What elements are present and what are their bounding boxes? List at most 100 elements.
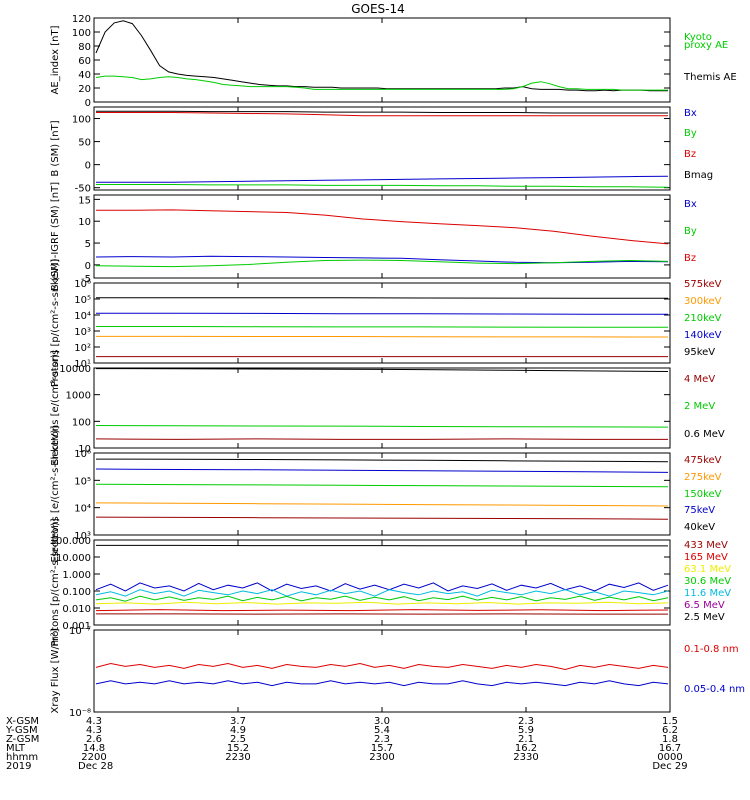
y-axis-label: B (SM)-IGRF (SM) [nT] — [50, 182, 61, 291]
y-tick-label: 100 — [72, 115, 91, 126]
footer-value: 2.6 — [86, 734, 102, 745]
y-tick-label: 10⁵ — [74, 295, 91, 306]
legend-entry: 0.05-0.4 nm — [684, 684, 745, 695]
series-line-cyan — [95, 589, 669, 597]
footer-value: 2.5 — [230, 734, 246, 745]
series-line-red — [96, 112, 668, 117]
series-line-green — [95, 595, 669, 602]
series-line-black — [96, 544, 668, 547]
footer-value: 4.3 — [86, 716, 102, 727]
footer-row-label: hhmm — [6, 752, 38, 763]
footer-row-hhmm: hhmm 2200 2230 2300 2330 0000 — [6, 752, 683, 763]
series-line-orange — [95, 502, 669, 507]
footer-value: 2300 — [369, 752, 394, 763]
y-axis-label: Xray Flux [W/m²] — [50, 628, 61, 713]
legend-entry: 140keV — [684, 330, 722, 341]
series-line-orange — [96, 335, 669, 338]
y-tick-label: 10⁻⁷ — [69, 626, 91, 637]
series-line-red — [96, 209, 669, 245]
legend-entry: Bx — [684, 199, 697, 210]
panel-frame — [93, 452, 671, 536]
legend-entry: 0.1-0.8 nm — [684, 644, 739, 655]
y-tick-label: 20 — [78, 84, 91, 95]
footer-value: 4.9 — [230, 725, 246, 736]
footer-row-label: X-GSM — [6, 716, 39, 727]
series-line-black — [95, 20, 668, 92]
time-footer: X-GSM 4.3 3.7 3.0 2.3 1.5 Y-GSM 4.3 4.9 5.4 5.9 6.2… — [5, 716, 688, 772]
y-tick-label: 10⁵ — [74, 476, 91, 487]
y-tick-label: 0 — [85, 261, 91, 272]
y-tick-label: 10⁴ — [74, 311, 91, 322]
legend-entry: 433 MeV — [684, 540, 728, 551]
footer-value: 4.3 — [86, 725, 102, 736]
legend-entry: 165 MeV — [684, 552, 728, 563]
y-tick-label: 10⁻⁸ — [69, 708, 91, 719]
y-tick-label: 10² — [74, 343, 91, 354]
series-line-blue — [95, 468, 669, 473]
footer-row-label: Y-GSM — [5, 725, 38, 736]
y-axis-label: Protons [p/(cm²-s-sr-keV)] — [50, 518, 61, 646]
series-line-black — [95, 458, 669, 463]
legend-entry: 0.6 MeV — [684, 429, 725, 440]
footer-row-label: Z-GSM — [6, 734, 39, 745]
y-tick-label: 10⁴ — [74, 504, 91, 515]
series-line-green — [95, 425, 669, 428]
series-line-green — [96, 326, 668, 328]
y-tick-label: 10.000 — [56, 553, 91, 564]
y-tick-label: 60 — [78, 56, 91, 67]
y-tick-label: 0 — [85, 161, 91, 172]
series-line-blue — [95, 680, 669, 687]
y-tick-label: 0.001 — [62, 621, 91, 632]
series-line-black — [96, 297, 669, 299]
footer-value: 15.2 — [227, 743, 249, 754]
footer-value: 2.3 — [518, 716, 534, 727]
legend-entry: By — [684, 128, 697, 139]
legend-entry: 2 MeV — [684, 401, 715, 412]
footer-value: 2330 — [513, 752, 538, 763]
figure-title: GOES-14 — [351, 2, 405, 16]
y-tick-label: 0.100 — [62, 587, 91, 598]
y-tick-label: 15 — [78, 195, 91, 206]
y-tick-label: 1.000 — [62, 570, 91, 581]
y-axis-label: B (SM) [nT] — [50, 120, 61, 176]
legend-entry: 75keV — [684, 505, 715, 516]
y-tick-label: 100 — [72, 417, 91, 428]
panel-frame — [93, 282, 671, 364]
series-line-blue — [95, 582, 669, 592]
footer-row-x-gsm: X-GSM 4.3 3.7 3.0 2.3 1.5 — [6, 716, 678, 727]
panel-6: 10³ 10⁴ 10⁵ 10⁶ Electrons [e/(cm²-s-sr-keV)]… — [50, 425, 722, 562]
panel-7: 0.001 0.010 0.100 1.000 10.000 100.000Protons… — [50, 518, 732, 646]
footer-value: 3.7 — [230, 716, 246, 727]
legend-entry: 4 MeV — [684, 374, 715, 385]
series-line-red — [95, 662, 669, 671]
legend-entry: Kyoto — [684, 32, 712, 43]
y-axis-label: AE_index [nT] — [50, 25, 61, 94]
footer-value: 5.4 — [374, 725, 390, 736]
legend-entry: By — [684, 226, 697, 237]
legend-entry: Bx — [684, 108, 697, 119]
y-tick-label: 50 — [78, 138, 91, 149]
legend-entry: 6.5 MeV — [684, 600, 725, 611]
panel-4: 10¹ 10² 10³ 10⁴ 10⁵ 10⁶ Protons [p/(cm²-s-sr-k… — [50, 259, 722, 387]
footer-row-label: 2019 — [6, 761, 31, 772]
legend-entry: Bz — [684, 253, 696, 264]
footer-row-2019: 2019 Dec 28 Dec 29 — [6, 761, 688, 772]
legend-entry: 300keV — [684, 296, 722, 307]
y-tick-label: 120 — [72, 14, 91, 25]
y-tick-label: 100 — [72, 28, 91, 39]
y-tick-label: 10³ — [74, 531, 91, 542]
panel-frame — [93, 629, 671, 713]
y-tick-label: 10000 — [59, 364, 91, 375]
y-tick-label: 40 — [78, 70, 91, 81]
panel-frame — [93, 194, 671, 279]
y-tick-label: 10⁶ — [74, 449, 91, 460]
series-line-darkred — [95, 516, 669, 520]
footer-value: 0000 — [657, 752, 682, 763]
legend-entry: Bmag — [684, 170, 713, 181]
legend-entry: 11.6 MeV — [684, 588, 731, 599]
footer-row-mlt: MLT 14.8 15.2 15.7 16.2 16.7 — [6, 743, 681, 754]
y-tick-label: -50 — [75, 184, 91, 195]
footer-value: 2.3 — [374, 734, 390, 745]
